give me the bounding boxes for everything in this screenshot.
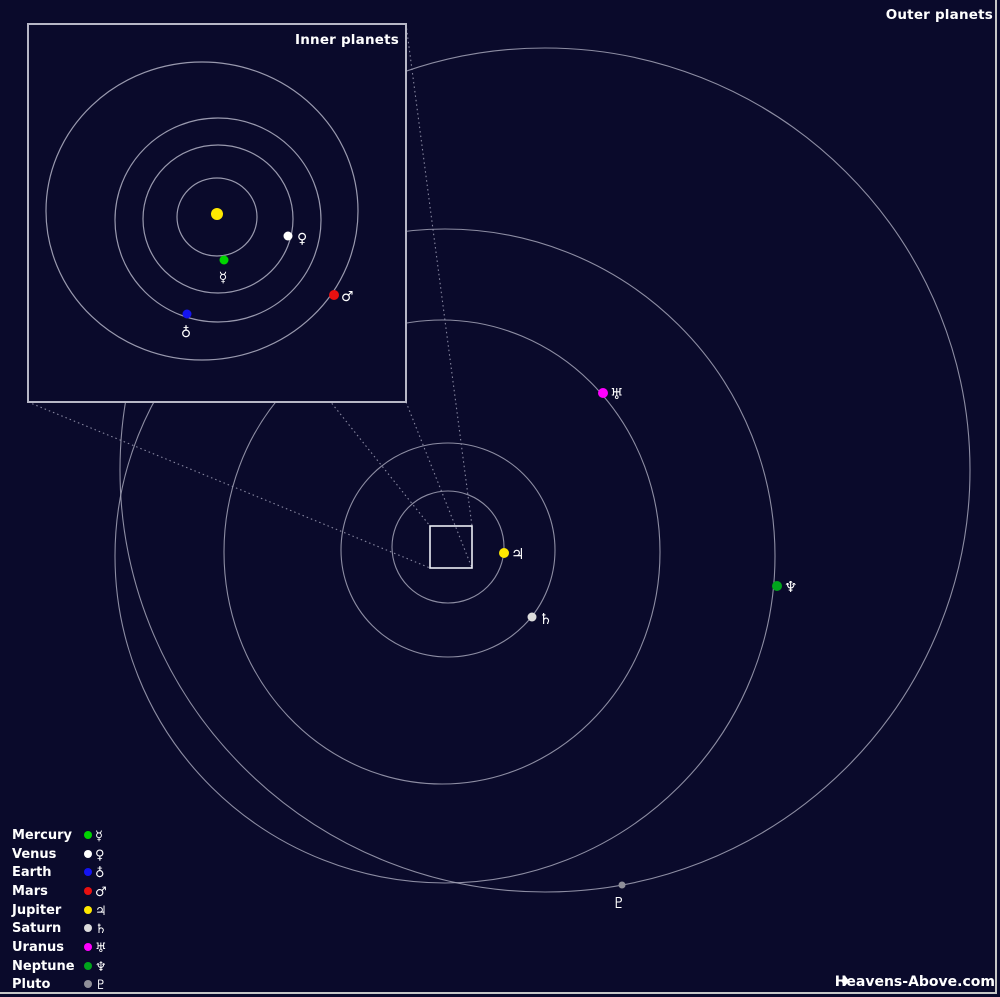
legend-label: Pluto	[12, 977, 50, 992]
legend-label: Mercury	[12, 828, 73, 843]
outer-planets-title: Outer planets	[886, 7, 993, 23]
connector-line-top-right	[405, 23, 473, 527]
venus-dot	[283, 231, 293, 241]
legend-dot	[84, 906, 92, 914]
watermark: ♦ Heavens-Above.com	[835, 974, 995, 990]
legend-symbol: ♆	[95, 960, 107, 975]
legend-row-mercury: Mercury ☿	[12, 828, 103, 844]
pluto-symbol: ♇	[612, 894, 625, 912]
legend-dot	[84, 868, 92, 876]
saturn-symbol: ♄	[539, 610, 552, 628]
mars-orbit	[45, 61, 359, 361]
legend-symbol: ♀	[95, 848, 105, 863]
inset-title: Inner planets	[295, 32, 399, 48]
zoom-region-square	[429, 525, 473, 569]
jupiter-dot	[499, 548, 509, 558]
legend-row-venus: Venus ♀	[12, 847, 105, 863]
legend-dot	[84, 943, 92, 951]
uranus-symbol: ♅	[610, 385, 623, 403]
legend-row-pluto: Pluto ♇	[12, 977, 107, 993]
legend-row-uranus: Uranus ♅	[12, 940, 107, 956]
uranus-orbit	[223, 319, 661, 785]
legend-symbol: ♃	[95, 904, 107, 919]
legend-dot	[84, 831, 92, 839]
saturn-orbit	[340, 442, 556, 658]
saturn-dot	[527, 612, 537, 622]
legend-symbol: ♅	[95, 941, 107, 956]
legend-dot	[84, 962, 92, 970]
connector-line-bottom-left	[27, 401, 431, 569]
legend-row-saturn: Saturn ♄	[12, 921, 107, 937]
legend-label: Venus	[12, 847, 57, 862]
neptune-dot	[772, 581, 782, 591]
legend-row-mars: Mars ♂	[12, 884, 107, 900]
neptune-orbit	[114, 228, 776, 884]
sun-dot	[211, 208, 223, 220]
mars-dot	[329, 290, 339, 300]
watermark-text: Heavens-Above.com	[835, 974, 995, 990]
legend-symbol: ♇	[95, 978, 107, 993]
legend-symbol: ♁	[95, 866, 105, 881]
legend-dot	[84, 980, 92, 988]
venus-orbit	[142, 144, 294, 294]
earth-orbit	[114, 117, 322, 323]
earth-dot	[182, 309, 192, 319]
mercury-dot	[219, 255, 229, 265]
pluto-orbit	[119, 47, 971, 893]
legend-dot	[84, 887, 92, 895]
legend-dot	[84, 924, 92, 932]
jupiter-orbit	[391, 490, 505, 604]
legend-row-earth: Earth ♁	[12, 865, 105, 881]
diamond-icon: ♦	[839, 974, 852, 990]
connector-line-top-left	[27, 23, 431, 527]
legend-label: Neptune	[12, 959, 75, 974]
legend-label: Saturn	[12, 921, 61, 936]
legend: Mercury ☿ Venus ♀ Earth ♁ Mars ♂ Jupiter…	[11, 828, 107, 993]
pluto-dot	[618, 881, 626, 889]
mercury-symbol: ☿	[219, 270, 228, 286]
legend-symbol: ☿	[95, 829, 103, 844]
jupiter-symbol: ♃	[511, 545, 524, 563]
venus-symbol: ♀	[297, 231, 307, 247]
legend-row-neptune: Neptune ♆	[12, 959, 107, 975]
earth-symbol: ♁	[181, 325, 191, 341]
mars-symbol: ♂	[341, 289, 354, 305]
legend-label: Uranus	[12, 940, 64, 955]
uranus-dot	[598, 388, 608, 398]
legend-label: Mars	[12, 884, 48, 899]
neptune-symbol: ♆	[784, 578, 797, 596]
connector-line-bottom-right	[405, 401, 473, 569]
mercury-orbit	[176, 177, 258, 257]
legend-symbol: ♄	[95, 922, 107, 937]
legend-dot	[84, 850, 92, 858]
legend-label: Jupiter	[11, 903, 62, 918]
legend-row-jupiter: Jupiter ♃	[11, 903, 107, 919]
legend-label: Earth	[12, 865, 52, 880]
legend-symbol: ♂	[95, 885, 107, 900]
